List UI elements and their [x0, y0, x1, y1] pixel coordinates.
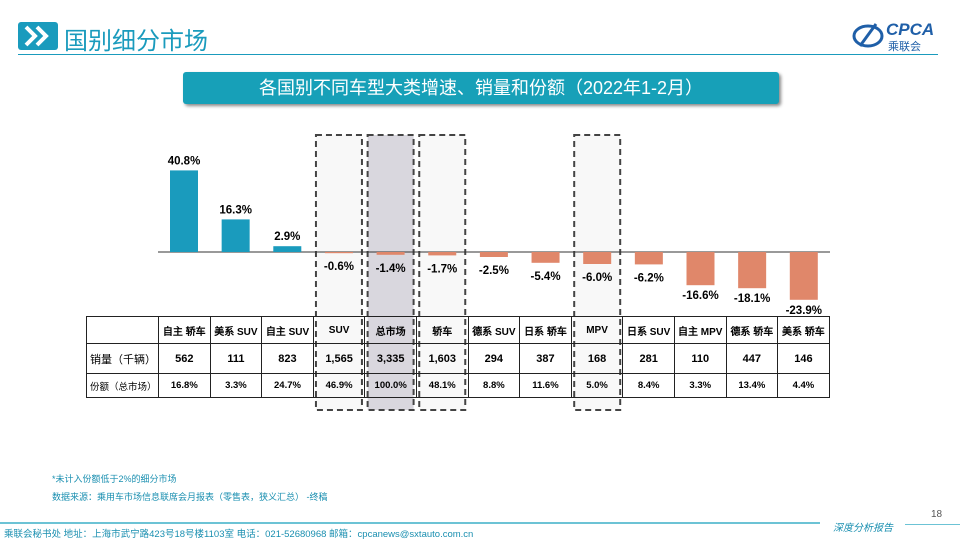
- footer-report-label: 深度分析报告: [833, 523, 893, 534]
- bar: [428, 252, 457, 256]
- bar: [634, 252, 663, 265]
- row-label-sales: 销量（千辆）: [86, 343, 159, 374]
- bar: [273, 246, 302, 252]
- page-number: 18: [931, 509, 943, 520]
- logo-text: CPCA: [886, 20, 935, 39]
- sales-cell: 110: [673, 343, 727, 374]
- footnote: *未计入份额低于2%的细分市场: [52, 474, 177, 484]
- data-label: 16.3%: [219, 204, 252, 216]
- share-cell: 13.4%: [725, 373, 779, 398]
- data-label: 40.8%: [168, 155, 201, 167]
- share-cell: 8.4%: [622, 373, 675, 398]
- footer-contact: 乘联会秘书处 地址：上海市武宁路423号18号楼1103室 电话：021-526…: [4, 529, 474, 540]
- data-label: -6.0%: [582, 272, 612, 284]
- table-corner: [86, 316, 159, 344]
- sales-cell: 562: [158, 343, 211, 374]
- bar: [531, 252, 560, 263]
- sales-cell: 146: [777, 343, 830, 374]
- column-header: 德系 轿车: [725, 316, 779, 344]
- footer-line: [0, 522, 820, 524]
- bar: [789, 252, 818, 300]
- data-label: 2.9%: [274, 231, 300, 243]
- share-cell: 100.0%: [364, 373, 417, 398]
- data-source: 数据来源：乘用车市场信息联席会月报表（零售表，狭义汇总） -终稿: [52, 492, 328, 502]
- column-header: MPV: [570, 316, 624, 344]
- bar: [324, 252, 353, 254]
- bar: [686, 252, 715, 286]
- data-table: 自主 轿车 美系 SUV 自主 SUV SUV 总市场 轿车 德系 SUV 日系 轿车 MPV 日…: [86, 316, 830, 398]
- bar: [221, 219, 250, 252]
- data-label: -2.5%: [479, 265, 509, 277]
- data-label: -6.2%: [634, 272, 664, 284]
- column-header: 自主 MPV: [673, 316, 727, 344]
- bar: [376, 252, 405, 255]
- column-header: 自主 轿车: [158, 316, 211, 344]
- sales-cell: 168: [570, 343, 624, 374]
- share-cell: 24.7%: [261, 373, 314, 398]
- data-label: -0.6%: [324, 261, 354, 273]
- data-label: -5.4%: [531, 271, 561, 283]
- header-divider: [18, 54, 938, 55]
- data-label: -16.6%: [682, 290, 718, 302]
- footer-line-right: [905, 524, 960, 525]
- bar: [479, 252, 508, 257]
- share-cell: 48.1%: [415, 373, 469, 398]
- sales-cell: 447: [725, 343, 779, 374]
- column-header: 美系 SUV: [209, 316, 263, 344]
- bar: [738, 252, 767, 289]
- sales-cell: 1,565: [312, 343, 366, 374]
- share-cell: 5.0%: [570, 373, 624, 398]
- row-label-share: 份额（总市场）: [86, 373, 159, 398]
- column-header: 美系 轿车: [777, 316, 830, 344]
- share-cell: 11.6%: [519, 373, 572, 398]
- column-header: 德系 SUV: [467, 316, 521, 344]
- sales-cell: 1,603: [415, 343, 469, 374]
- column-header: 日系 SUV: [622, 316, 675, 344]
- column-header: 总市场: [364, 316, 417, 344]
- bar: [583, 252, 612, 264]
- share-cell: 8.8%: [467, 373, 521, 398]
- bar: [170, 170, 198, 252]
- share-cell: 16.8%: [158, 373, 211, 398]
- column-header: 日系 轿车: [519, 316, 572, 344]
- data-label: -23.9%: [786, 305, 822, 317]
- sales-cell: 3,335: [364, 343, 417, 374]
- sales-cell: 111: [209, 343, 263, 374]
- chart-title-banner: 各国别不同车型大类增速、销量和份额（2022年1-2月）: [183, 72, 779, 104]
- cpca-logo-icon: [852, 23, 884, 48]
- share-cell: 3.3%: [209, 373, 263, 398]
- share-cell: 4.4%: [777, 373, 830, 398]
- column-header: 轿车: [415, 316, 469, 344]
- double-chevron-icon: [18, 22, 58, 50]
- column-header: 自主 SUV: [261, 316, 314, 344]
- data-label: -1.4%: [376, 263, 406, 275]
- logo-subtext: 乘联会: [888, 41, 921, 53]
- page-title: 国别细分市场: [64, 28, 208, 55]
- share-cell: 3.3%: [673, 373, 727, 398]
- column-header: SUV: [312, 316, 366, 344]
- data-label: -18.1%: [734, 293, 770, 305]
- sales-cell: 387: [519, 343, 572, 374]
- sales-cell: 294: [467, 343, 521, 374]
- data-label: -1.7%: [427, 263, 457, 275]
- sales-cell: 281: [622, 343, 675, 374]
- share-cell: 46.9%: [312, 373, 366, 398]
- sales-cell: 823: [261, 343, 314, 374]
